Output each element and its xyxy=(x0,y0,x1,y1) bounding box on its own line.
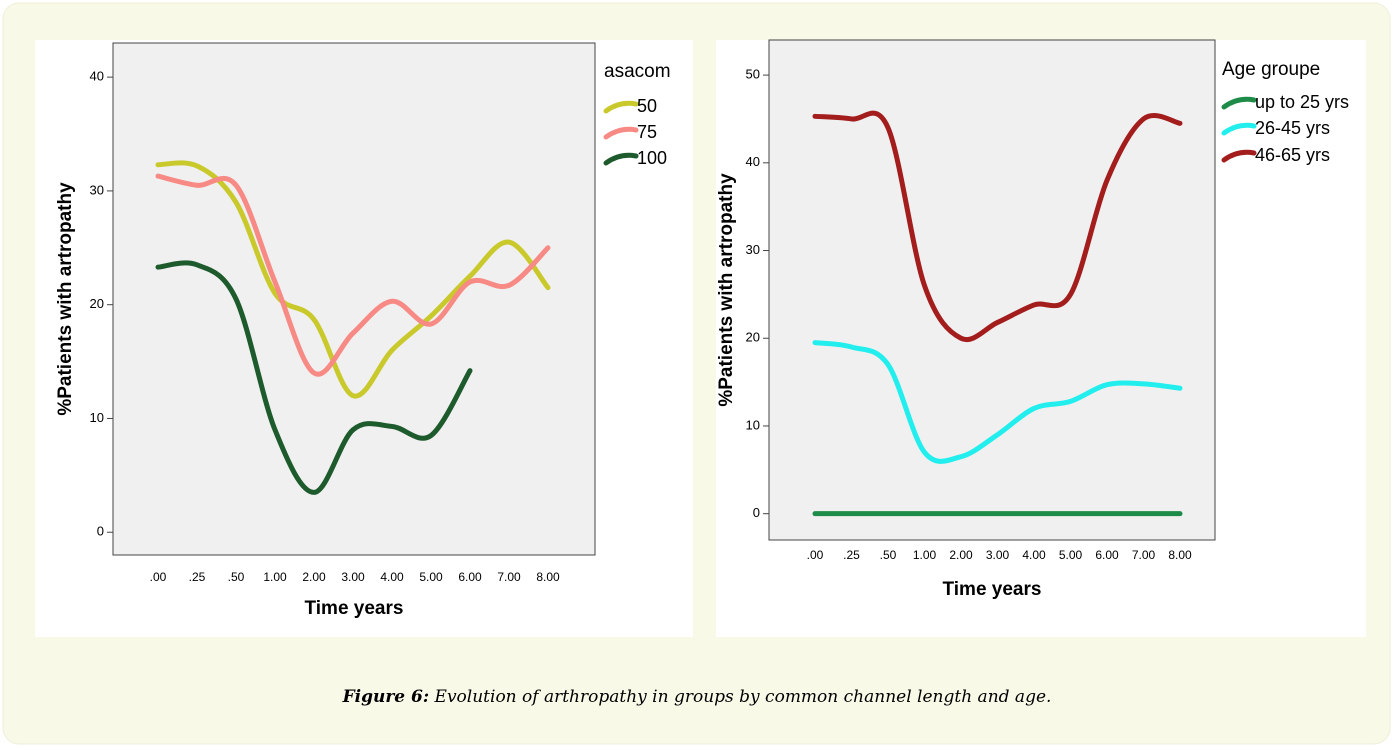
x-tick-label: .00 xyxy=(807,548,824,562)
x-tick-label: 7.00 xyxy=(497,570,521,584)
x-tick-label: 7.00 xyxy=(1132,548,1156,562)
line xyxy=(812,340,1183,464)
legend-label: 50 xyxy=(637,96,657,116)
legend-label: 75 xyxy=(637,122,657,142)
y-tick-label: 40 xyxy=(90,69,104,84)
x-tick-label: 4.00 xyxy=(1022,548,1046,562)
legend-label: 26-45 yrs xyxy=(1255,118,1330,138)
line xyxy=(155,173,551,377)
legend-title: asacom xyxy=(604,61,671,82)
y-tick-label: 0 xyxy=(753,505,760,520)
y-tick-label: 40 xyxy=(746,154,760,169)
x-tick-label: .50 xyxy=(228,570,245,584)
line xyxy=(155,260,473,495)
x-tick-label: 8.00 xyxy=(536,570,560,584)
line xyxy=(812,110,1183,343)
plot-area xyxy=(112,42,596,556)
x-axis-label: Time years xyxy=(305,598,404,619)
y-tick-label: 30 xyxy=(90,182,104,197)
y-tick-label: 20 xyxy=(90,296,104,311)
x-tick-label: 2.00 xyxy=(949,548,973,562)
y-axis-label: %Patients with artropathy xyxy=(716,173,737,407)
y-tick-label: 20 xyxy=(746,330,760,345)
y-tick-label: 10 xyxy=(90,410,104,425)
x-tick-label: .00 xyxy=(150,570,167,584)
caption-label: Figure 6: xyxy=(342,687,430,707)
x-tick-label: 4.00 xyxy=(380,570,404,584)
x-tick-label: .25 xyxy=(843,548,860,562)
x-tick-label: 5.00 xyxy=(1059,548,1083,562)
x-tick-label: 1.00 xyxy=(263,570,287,584)
x-tick-label: 6.00 xyxy=(458,570,482,584)
x-tick-label: 1.00 xyxy=(913,548,937,562)
x-tick-label: 3.00 xyxy=(341,570,365,584)
legend-swatch xyxy=(1221,122,1257,136)
legend-swatch xyxy=(603,126,639,140)
x-axis-label: Time years xyxy=(943,579,1042,600)
legend-swatch xyxy=(603,100,639,114)
line xyxy=(155,160,551,399)
y-tick-label: 0 xyxy=(97,524,104,539)
legend-swatch xyxy=(603,152,639,166)
legend-label: up to 25 yrs xyxy=(1255,92,1349,112)
y-tick-label: 50 xyxy=(746,67,760,82)
legend-label: 46-65 yrs xyxy=(1255,145,1330,165)
legend-label: 100 xyxy=(637,148,667,168)
x-tick-label: 8.00 xyxy=(1168,548,1192,562)
x-tick-label: 5.00 xyxy=(419,570,443,584)
y-axis-label: %Patients with artropathy xyxy=(55,182,76,416)
x-tick-label: 2.00 xyxy=(302,570,326,584)
y-tick-label: 10 xyxy=(746,417,760,432)
legend-swatch xyxy=(1221,149,1257,163)
x-tick-label: 6.00 xyxy=(1095,548,1119,562)
x-tick-label: .50 xyxy=(880,548,897,562)
x-tick-label: 3.00 xyxy=(986,548,1010,562)
caption-text: Evolution of arthropathy in groups by co… xyxy=(434,687,1052,707)
x-tick-label: .25 xyxy=(189,570,206,584)
caption: Figure 6: Evolution of arthropathy in gr… xyxy=(342,687,1052,707)
legend-swatch xyxy=(1221,96,1257,110)
legend-title: Age groupe xyxy=(1222,59,1320,80)
y-tick-label: 30 xyxy=(746,242,760,257)
